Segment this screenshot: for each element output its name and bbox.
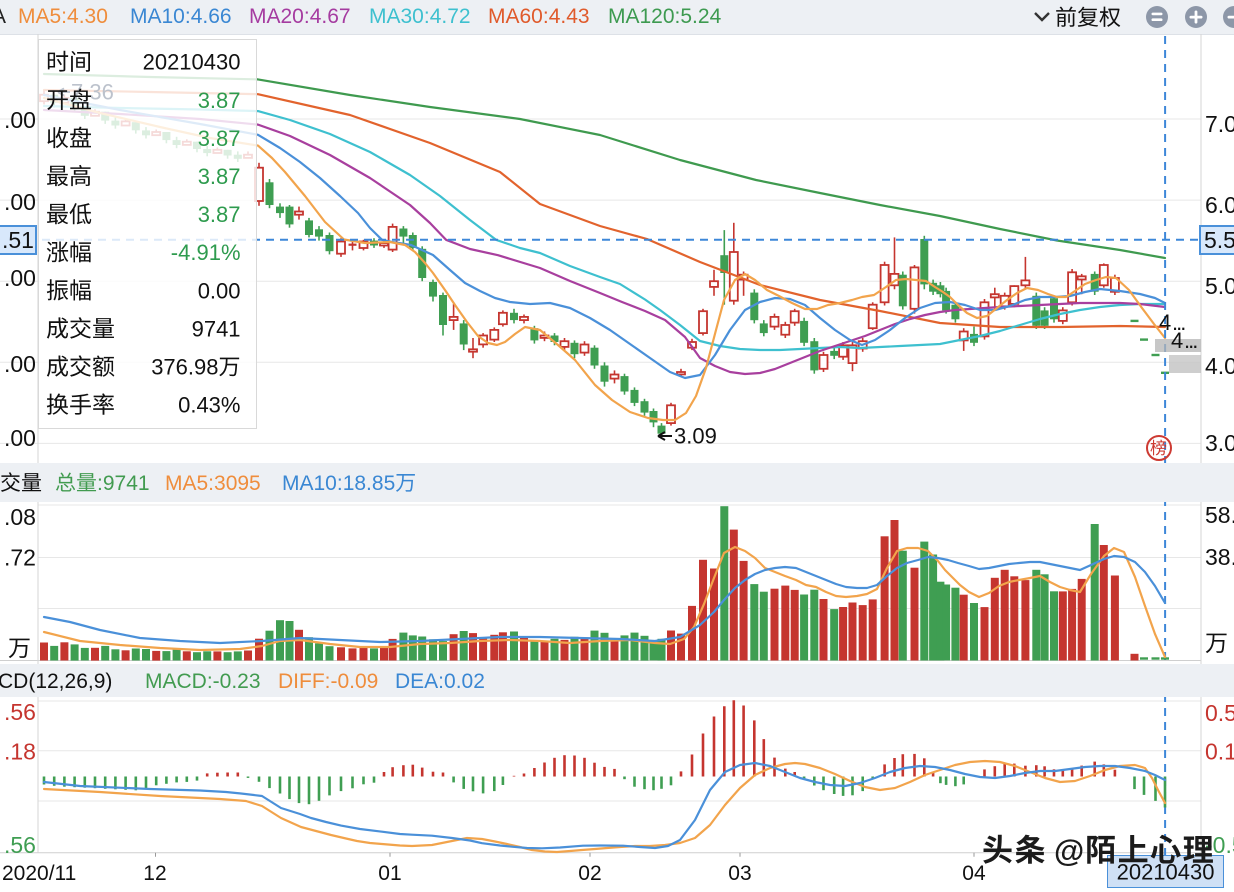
- svg-text:DIFF:-0.09: DIFF:-0.09: [278, 670, 378, 693]
- svg-text:9741: 9741: [192, 316, 241, 341]
- svg-text:58.08: 58.08: [1205, 502, 1234, 528]
- svg-text:MA10:18.85: MA10:18.85: [282, 472, 395, 495]
- svg-text:4.00: 4.00: [1205, 353, 1234, 379]
- svg-text:3.87: 3.87: [198, 126, 241, 151]
- svg-text:04: 04: [962, 862, 986, 885]
- svg-text:.00: .00: [4, 107, 36, 133]
- svg-text:4: 4: [1159, 310, 1171, 335]
- svg-text:.56: .56: [4, 832, 36, 858]
- svg-text:3.87: 3.87: [198, 202, 241, 227]
- svg-text:.56: .56: [4, 699, 36, 725]
- svg-text:.00: .00: [4, 351, 36, 377]
- svg-text:...: ...: [1184, 328, 1197, 353]
- svg-text:3.87: 3.87: [198, 88, 241, 113]
- svg-text:MA5:3095: MA5:3095: [165, 472, 261, 495]
- svg-text:7.00: 7.00: [1205, 111, 1234, 137]
- svg-text:376.98: 376.98: [151, 355, 218, 380]
- svg-text:.08: .08: [4, 504, 36, 530]
- svg-text:20210430: 20210430: [1117, 860, 1215, 885]
- svg-text:0.18: 0.18: [1205, 739, 1234, 765]
- svg-text:5.5: 5.5: [1204, 227, 1234, 253]
- svg-text:7.36: 7.36: [71, 80, 114, 105]
- svg-text:MACD:-0.23: MACD:-0.23: [145, 670, 261, 693]
- svg-text:0.56: 0.56: [1205, 700, 1234, 726]
- svg-text:38.72: 38.72: [1205, 544, 1234, 570]
- svg-text:5.00: 5.00: [1205, 273, 1234, 299]
- svg-text:CD(12,26,9): CD(12,26,9): [0, 670, 112, 693]
- svg-text:02: 02: [578, 862, 601, 885]
- svg-text:3.00: 3.00: [1205, 430, 1234, 456]
- svg-text:6.00: 6.00: [1205, 192, 1234, 218]
- svg-text:3.09: 3.09: [674, 424, 717, 449]
- svg-text:.00: .00: [4, 189, 36, 215]
- svg-text:12: 12: [143, 862, 166, 885]
- svg-text:.51: .51: [2, 227, 34, 253]
- svg-text:0.43%: 0.43%: [178, 393, 240, 418]
- svg-text:-4.91%: -4.91%: [171, 240, 241, 265]
- svg-text:2020/11: 2020/11: [2, 862, 76, 885]
- svg-text:.72: .72: [4, 545, 36, 571]
- svg-text:.00: .00: [4, 265, 36, 291]
- svg-text:3.87: 3.87: [198, 164, 241, 189]
- svg-text:01: 01: [378, 862, 401, 885]
- svg-text:DEA:0.02: DEA:0.02: [395, 670, 485, 693]
- svg-text:...: ...: [1172, 310, 1185, 335]
- svg-text:.00: .00: [4, 425, 36, 451]
- svg-text::9741: :9741: [97, 472, 150, 495]
- svg-text:.18: .18: [4, 739, 36, 765]
- svg-text:20210430: 20210430: [143, 50, 241, 75]
- svg-text:@: @: [1054, 833, 1084, 868]
- svg-text:03: 03: [728, 862, 751, 885]
- svg-text:0.00: 0.00: [198, 278, 241, 303]
- svg-text:4: 4: [1171, 328, 1183, 353]
